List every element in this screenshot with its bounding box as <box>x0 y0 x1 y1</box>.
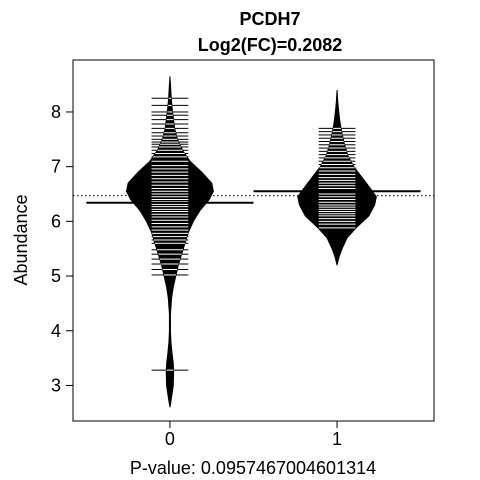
y-tick-label-4: 4 <box>51 321 61 341</box>
y-tick-label-6: 6 <box>51 211 61 231</box>
y-tick-label-5: 5 <box>51 266 61 286</box>
x-axis-title: P-value: 0.0957467004601314 <box>130 458 376 478</box>
y-axis-title: Abundance <box>11 194 31 285</box>
bean-1 <box>253 90 421 266</box>
x-tick-label-1: 1 <box>332 429 342 449</box>
chart-subtitle: Log2(FC)=0.2082 <box>198 35 343 55</box>
chart-title: PCDH7 <box>239 9 300 29</box>
plot-frame <box>72 59 435 422</box>
x-tick-label-0: 0 <box>165 429 175 449</box>
bean-density-0 <box>125 76 214 408</box>
y-tick-label-7: 7 <box>51 157 61 177</box>
beans-layer <box>86 76 421 408</box>
y-tick-label-3: 3 <box>51 375 61 395</box>
bean-0 <box>86 76 254 408</box>
y-tick-label-8: 8 <box>51 102 61 122</box>
y-axis: 3 4 5 6 7 8 <box>51 102 74 395</box>
